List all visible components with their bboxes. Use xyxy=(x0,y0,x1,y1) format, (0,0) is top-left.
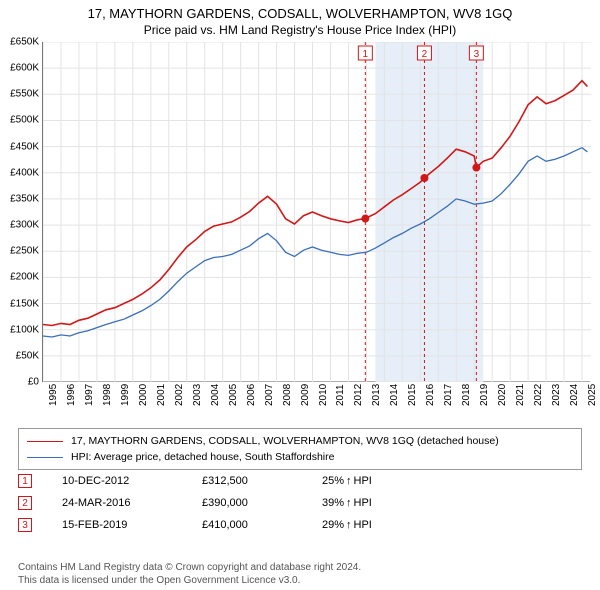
x-tick-label: 2000 xyxy=(138,384,149,406)
y-axis-labels: £0£50K£100K£150K£200K£250K£300K£350K£400… xyxy=(1,42,41,382)
chart-container: 17, MAYTHORN GARDENS, CODSALL, WOLVERHAM… xyxy=(0,0,600,590)
y-tick-label: £250K xyxy=(10,246,39,257)
x-tick-label: 1998 xyxy=(102,384,113,406)
legend-row-property: 17, MAYTHORN GARDENS, CODSALL, WOLVERHAM… xyxy=(27,433,573,449)
chart-area: 123 £0£50K£100K£150K£200K£250K£300K£350K… xyxy=(42,42,590,402)
sale-row: 1 10-DEC-2012£312,50025% ↑ HPI xyxy=(18,470,582,492)
x-tick-label: 2012 xyxy=(353,384,364,406)
y-tick-label: £0 xyxy=(28,377,39,388)
x-tick-label: 2018 xyxy=(461,384,472,406)
y-tick-label: £100K xyxy=(10,324,39,335)
x-tick-label: 2020 xyxy=(497,384,508,406)
sale-pct: 29% ↑ HPI xyxy=(322,519,372,531)
legend-label-property: 17, MAYTHORN GARDENS, CODSALL, WOLVERHAM… xyxy=(71,435,499,447)
x-tick-label: 2004 xyxy=(210,384,221,406)
legend-label-hpi: HPI: Average price, detached house, Sout… xyxy=(71,451,334,463)
x-tick-label: 2010 xyxy=(318,384,329,406)
y-tick-label: £600K xyxy=(10,63,39,74)
sale-price: £312,500 xyxy=(202,475,322,487)
sale-price: £410,000 xyxy=(202,519,322,531)
x-tick-label: 2024 xyxy=(569,384,580,406)
legend-swatch-property xyxy=(27,441,63,442)
x-tick-label: 2006 xyxy=(246,384,257,406)
x-tick-label: 1999 xyxy=(120,384,131,406)
x-tick-label: 2025 xyxy=(587,384,598,406)
x-tick-label: 2011 xyxy=(335,384,346,406)
x-tick-label: 2009 xyxy=(300,384,311,406)
x-tick-label: 2002 xyxy=(174,384,185,406)
y-tick-label: £150K xyxy=(10,298,39,309)
y-tick-label: £400K xyxy=(10,167,39,178)
x-tick-label: 2017 xyxy=(443,384,454,406)
footer-line-2: This data is licensed under the Open Gov… xyxy=(18,575,361,588)
arrow-up-icon: ↑ xyxy=(346,475,352,487)
sale-date: 15-FEB-2019 xyxy=(62,519,202,531)
arrow-up-icon: ↑ xyxy=(346,497,352,509)
legend: 17, MAYTHORN GARDENS, CODSALL, WOLVERHAM… xyxy=(18,428,582,470)
footer-line-1: Contains HM Land Registry data © Crown c… xyxy=(18,562,361,575)
x-tick-label: 1996 xyxy=(66,384,77,406)
x-tick-label: 2007 xyxy=(264,384,275,406)
sale-marker-box: 1 xyxy=(18,474,32,488)
plot-svg: 1 2 3 xyxy=(43,42,591,382)
sale-marker-box: 2 xyxy=(18,496,32,510)
y-tick-label: £200K xyxy=(10,272,39,283)
y-tick-label: £50K xyxy=(16,350,39,361)
y-tick-label: £500K xyxy=(10,115,39,126)
sale-date: 10-DEC-2012 xyxy=(62,475,202,487)
sale-price: £390,000 xyxy=(202,497,322,509)
plot: 123 £0£50K£100K£150K£200K£250K£300K£350K… xyxy=(42,42,590,382)
x-tick-label: 1995 xyxy=(48,384,59,406)
sale-row: 3 15-FEB-2019£410,00029% ↑ HPI xyxy=(18,514,582,536)
svg-text:3: 3 xyxy=(474,49,480,60)
x-tick-label: 1997 xyxy=(84,384,95,406)
sale-marker-box: 3 xyxy=(18,518,32,532)
x-axis-labels: 1995 1996 1997 1998 1999 2000 2001 2002 2003 2004… xyxy=(43,382,591,422)
x-tick-label: 2013 xyxy=(371,384,382,406)
x-tick-label: 2022 xyxy=(533,384,544,406)
sales-table: 1 10-DEC-2012£312,50025% ↑ HPI 2 24-MAR-201… xyxy=(18,470,582,536)
x-tick-label: 2021 xyxy=(515,384,526,406)
sale-row: 2 24-MAR-2016£390,00039% ↑ HPI xyxy=(18,492,582,514)
y-tick-label: £650K xyxy=(10,37,39,48)
x-tick-label: 2023 xyxy=(551,384,562,406)
x-tick-label: 2015 xyxy=(407,384,418,406)
x-tick-label: 2001 xyxy=(156,384,167,406)
svg-text:1: 1 xyxy=(363,49,369,60)
title-subtitle: Price paid vs. HM Land Registry's House … xyxy=(0,23,600,37)
x-tick-label: 2005 xyxy=(228,384,239,406)
sale-pct: 25% ↑ HPI xyxy=(322,475,372,487)
y-tick-label: £450K xyxy=(10,141,39,152)
y-tick-label: £350K xyxy=(10,193,39,204)
y-tick-label: £550K xyxy=(10,89,39,100)
x-tick-label: 2003 xyxy=(192,384,203,406)
legend-row-hpi: HPI: Average price, detached house, Sout… xyxy=(27,449,573,465)
x-tick-label: 2016 xyxy=(425,384,436,406)
svg-text:2: 2 xyxy=(422,49,428,60)
sale-date: 24-MAR-2016 xyxy=(62,497,202,509)
titles: 17, MAYTHORN GARDENS, CODSALL, WOLVERHAM… xyxy=(0,0,600,37)
sale-pct: 39% ↑ HPI xyxy=(322,497,372,509)
footer: Contains HM Land Registry data © Crown c… xyxy=(18,562,361,587)
y-tick-label: £300K xyxy=(10,220,39,231)
title-address: 17, MAYTHORN GARDENS, CODSALL, WOLVERHAM… xyxy=(0,6,600,21)
x-tick-label: 2014 xyxy=(389,384,400,406)
x-tick-label: 2008 xyxy=(282,384,293,406)
x-tick-label: 2019 xyxy=(479,384,490,406)
arrow-up-icon: ↑ xyxy=(346,519,352,531)
legend-swatch-hpi xyxy=(27,457,63,458)
